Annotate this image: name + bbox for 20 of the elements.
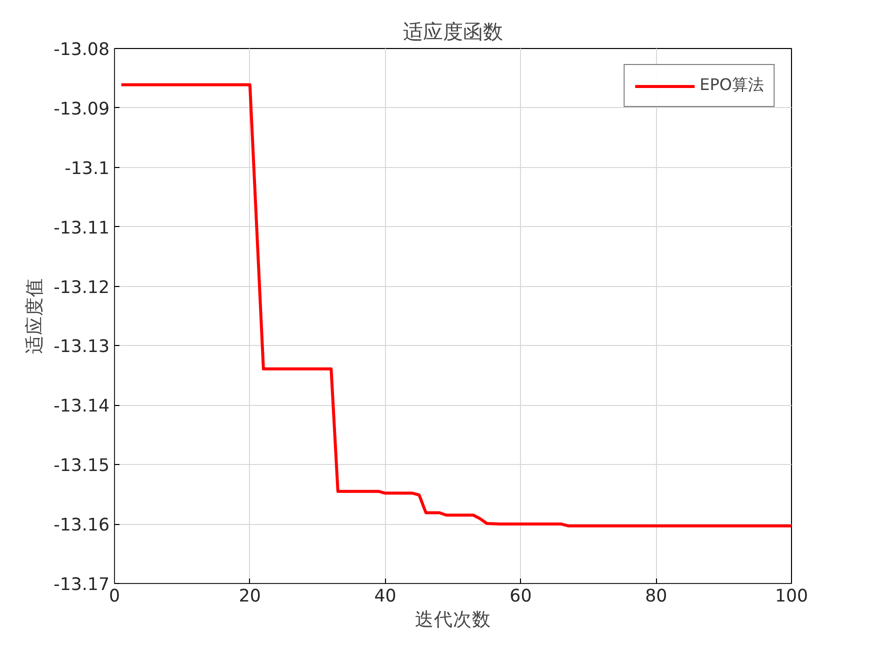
x-tick-label: 0 (108, 586, 120, 606)
x-tick-label: 20 (238, 586, 261, 606)
y-tick-label: -13.16 (54, 516, 110, 536)
y-tick-label: -13.15 (54, 456, 110, 476)
x-axis-title: 迭代次数 (415, 610, 491, 630)
y-tick-label: -13.08 (54, 40, 110, 60)
y-tick-label: -13.09 (54, 99, 110, 120)
x-tick-label: 40 (374, 586, 396, 606)
y-tick-label: -13.14 (54, 396, 110, 417)
y-tick-label: -13.11 (54, 218, 110, 238)
y-axis-title: 适应度值 (24, 278, 46, 354)
x-tick-label: 80 (645, 586, 668, 606)
x-tick-label: 60 (510, 586, 532, 606)
y-tick-label: -13.13 (54, 337, 110, 358)
y-tick-label: -13.17 (54, 575, 110, 595)
x-tick-label: 100 (774, 586, 808, 606)
legend-label: EPO算法 (700, 75, 764, 96)
y-tick-label: -13.1 (64, 158, 110, 179)
chart-title: 适应度函数 (403, 20, 503, 44)
y-tick-label: -13.12 (54, 278, 110, 298)
